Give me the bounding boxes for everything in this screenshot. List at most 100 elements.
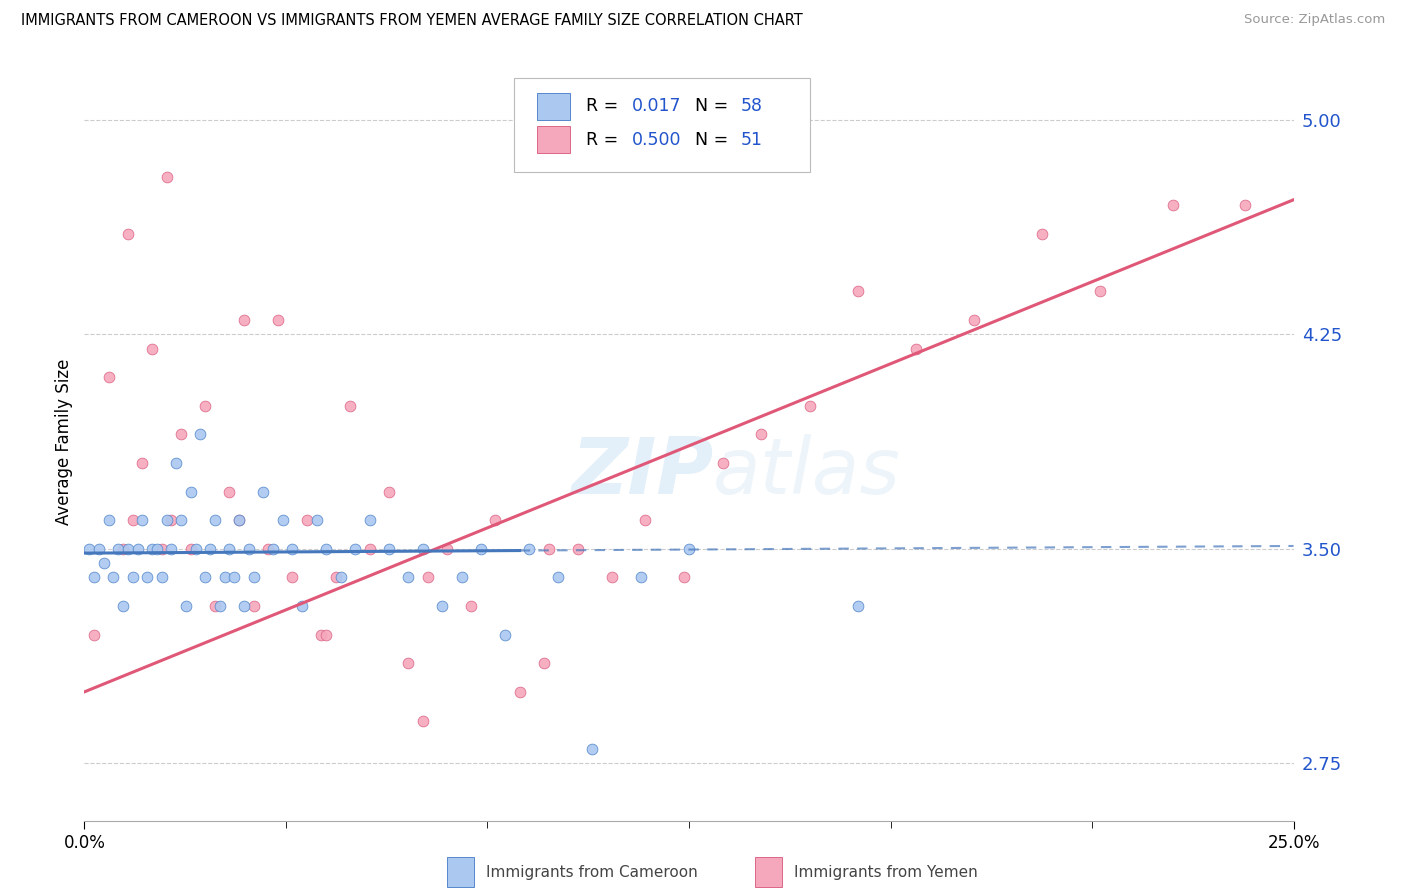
Point [537,541,560,556]
Point [155,169,177,184]
Point [412,541,434,556]
Point [194,399,217,413]
Point [416,570,439,584]
Point [83,628,105,642]
Point [547,570,569,584]
Point [224,570,246,584]
Point [344,541,367,556]
Point [311,628,333,642]
Point [131,456,153,470]
Point [218,541,240,556]
Point [242,570,264,584]
Point [396,570,419,584]
Point [315,541,337,556]
Text: R =: R = [586,131,619,149]
Point [378,541,401,556]
Text: 58: 58 [741,97,763,115]
Point [305,513,328,527]
Y-axis label: Average Family Size: Average Family Size [55,359,73,524]
FancyBboxPatch shape [447,857,474,888]
Point [233,599,256,613]
Point [412,714,434,728]
Point [228,513,250,527]
Point [905,342,928,356]
Point [190,427,212,442]
Point [450,570,472,584]
Point [846,285,869,299]
Point [77,541,100,556]
Point [160,513,183,527]
Text: Immigrants from Cameroon: Immigrants from Cameroon [486,864,697,880]
Point [184,541,207,556]
Point [121,570,143,584]
Text: 51: 51 [741,131,763,149]
Point [150,570,173,584]
Point [136,570,159,584]
Point [846,599,869,613]
Point [208,599,231,613]
Point [107,541,129,556]
Point [436,541,458,556]
Point [170,427,193,442]
Text: N =: N = [695,97,728,115]
Point [533,657,555,671]
Point [262,541,284,556]
Point [204,513,226,527]
Point [214,570,236,584]
Point [630,570,652,584]
Text: N =: N = [695,131,728,149]
Point [359,541,381,556]
Point [112,541,135,556]
Point [174,599,197,613]
Point [359,513,381,527]
Point [634,513,657,527]
Point [93,556,115,570]
Point [228,513,250,527]
Point [146,541,169,556]
Point [87,541,110,556]
Text: 0.500: 0.500 [633,131,682,149]
Point [751,427,773,442]
Point [1161,198,1184,212]
Point [141,541,163,556]
Point [112,599,135,613]
Point [281,570,304,584]
Point [103,570,125,584]
Point [339,399,361,413]
Point [180,484,202,499]
Point [165,456,187,470]
Point [238,541,260,556]
Point [509,685,531,699]
Point [378,484,401,499]
Point [1031,227,1053,241]
Point [325,570,347,584]
Point [329,570,352,584]
Point [315,628,337,642]
Point [281,541,304,556]
Point [170,513,193,527]
Point [267,313,290,327]
Point [1088,285,1111,299]
Point [581,742,603,756]
Point [470,541,492,556]
Point [141,342,163,356]
FancyBboxPatch shape [537,93,571,120]
Text: Source: ZipAtlas.com: Source: ZipAtlas.com [1244,13,1385,27]
Point [252,484,274,499]
Point [242,599,264,613]
Point [711,456,734,470]
Point [198,541,221,556]
Text: Immigrants from Yemen: Immigrants from Yemen [794,864,979,880]
Point [218,484,240,499]
Point [963,313,986,327]
Point [673,570,696,584]
Point [83,570,105,584]
Point [432,599,454,613]
Point [194,570,217,584]
Point [180,541,202,556]
Point [484,513,506,527]
FancyBboxPatch shape [537,126,571,153]
Text: 0.017: 0.017 [633,97,682,115]
Point [291,599,314,613]
Point [150,541,173,556]
